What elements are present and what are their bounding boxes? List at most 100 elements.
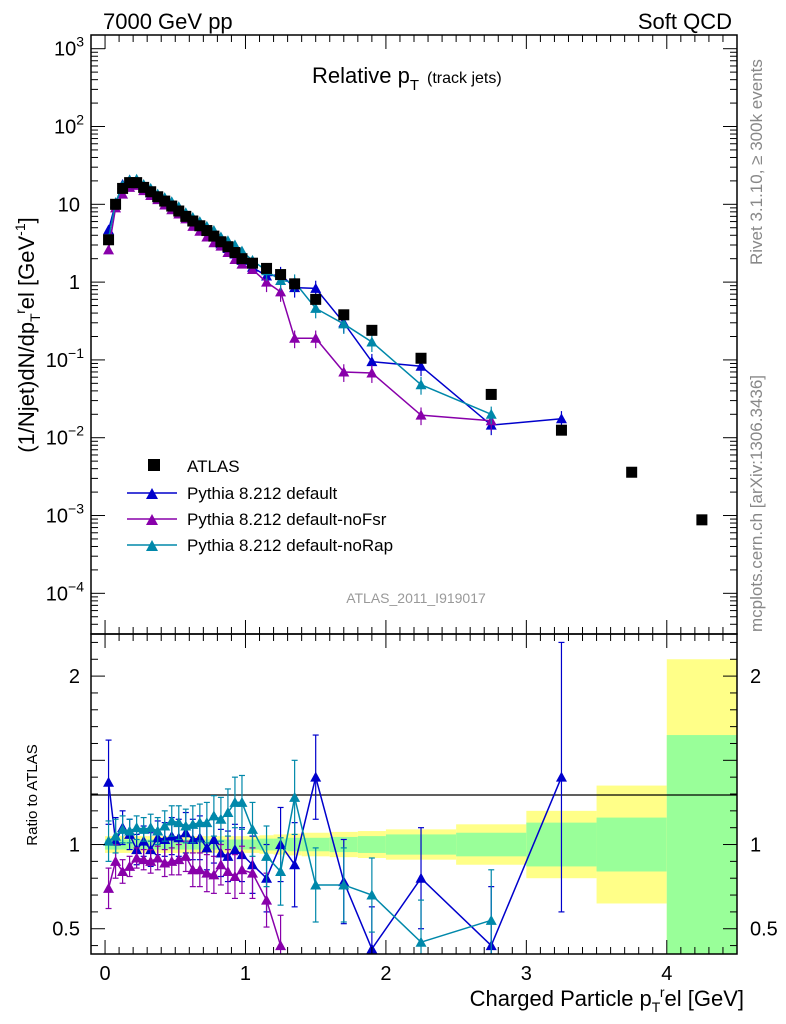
ratio-x-tick-label: 2	[380, 963, 391, 985]
ratio-y-tick-label: 0.5	[52, 919, 80, 941]
ratio-stat-band	[596, 817, 667, 872]
ratio-point-pythia-8-212-default-norap	[310, 879, 322, 890]
main-point-atlas	[366, 324, 378, 336]
ratio-point-pythia-8-212-default-nofsr	[131, 852, 143, 863]
ratio-stat-band	[217, 839, 232, 850]
main-plot-panel: 10−4 10−3 10−2 10−1 1 10 102 103 Relative pT (tr…	[12, 34, 738, 635]
main-point-pythia-8-212-default-norap	[415, 379, 427, 390]
ratio-point-pythia-8-212-default-nofsr	[222, 865, 234, 876]
main-point-pythia-8-212-default-nofsr	[289, 332, 301, 343]
legend-marker-atlas	[148, 459, 160, 471]
main-point-pythia-8-212-default-nofsr	[415, 409, 427, 420]
main-point-pythia-8-212-default-nofsr	[247, 264, 258, 275]
analysis-watermark: ATLAS_2011_I919017	[346, 590, 486, 606]
main-point-atlas	[555, 424, 567, 436]
ratio-point-pythia-8-212-default-nofsr	[103, 882, 115, 893]
legend-marker-default	[146, 488, 158, 499]
main-y-label: (1/Njet)dN/dpTrel [GeV-1]	[12, 217, 43, 453]
main-point-atlas	[289, 278, 301, 290]
main-point-pythia-8-212-default-norap	[338, 318, 350, 329]
main-point-atlas	[338, 309, 350, 321]
ratio-point-pythia-8-212-default-norap	[222, 807, 234, 818]
ratio-point-pythia-8-212-default-norap	[117, 823, 129, 834]
main-point-atlas	[208, 230, 220, 242]
ratio-point-pythia-8-212-default-nofsr	[110, 855, 122, 866]
ratio-point-pythia-8-212-default-norap	[103, 835, 115, 846]
ratio-point-pythia-8-212-default-norap	[247, 823, 258, 834]
main-point-atlas	[275, 269, 287, 281]
ratio-y-tick-label-right: 0.5	[750, 919, 778, 941]
mcplots-label: mcplots.cern.ch [arXiv:1306.3436]	[747, 375, 766, 632]
main-point-atlas	[222, 241, 234, 253]
ratio-line-pythia-8-212-default-norap	[108, 797, 492, 944]
ratio-point-pythia-8-212-default-nofsr	[117, 865, 129, 876]
ratio-stat-band	[301, 837, 330, 852]
main-point-atlas	[103, 234, 115, 246]
main-y-tick-label: 10−1	[46, 345, 84, 372]
ratio-point-pythia-8-212-default-norap	[173, 817, 185, 828]
main-point-atlas	[152, 191, 164, 203]
ratio-point-pythia-8-212-default-nofsr	[180, 850, 192, 861]
ratio-stat-band	[175, 839, 190, 850]
ratio-y-label: Ratio to ATLAS	[24, 744, 41, 845]
ratio-point-pythia-8-212-default-nofsr	[261, 894, 273, 905]
ratio-point-pythia-8-212-default-nofsr	[152, 852, 164, 863]
main-point-atlas	[159, 195, 171, 207]
main-point-atlas	[166, 200, 178, 212]
ratio-y-tick-label: 2	[69, 666, 80, 688]
main-point-pythia-8-212-default-norap	[310, 302, 322, 313]
ratio-point-pythia-8-212-default-nofsr	[208, 869, 220, 880]
legend-marker-nofsr	[146, 514, 158, 525]
ratio-data-layer	[103, 641, 567, 954]
legend-label-atlas: ATLAS	[187, 457, 240, 476]
main-point-atlas	[138, 181, 150, 193]
ratio-y-tick-label-right: 1	[750, 835, 761, 857]
legend-label-nofsr: Pythia 8.212 default-noFsr	[187, 510, 387, 529]
x-axis-label: Charged Particle pTrel [GeV]	[470, 984, 744, 1015]
ratio-point-pythia-8-212-default-norap	[166, 815, 178, 826]
ratio-point-pythia-8-212-default-nofsr	[247, 867, 258, 878]
main-point-atlas	[485, 388, 497, 400]
main-point-atlas	[696, 514, 708, 526]
ratio-point-pythia-8-212-default-norap	[124, 825, 136, 836]
ratio-point-pythia-8-212-default-norap	[145, 822, 157, 833]
ratio-point-pythia-8-212-default	[289, 859, 301, 870]
main-point-atlas	[415, 352, 427, 364]
main-point-pythia-8-212-default-norap	[485, 408, 497, 419]
main-point-pythia-8-212-default-nofsr	[366, 367, 378, 378]
ratio-point-pythia-8-212-default-norap	[485, 914, 497, 925]
ratio-point-pythia-8-212-default	[415, 872, 427, 883]
main-y-tick-label: 10−3	[46, 501, 84, 528]
main-point-atlas	[310, 293, 322, 305]
chart-title: Relative pT (track jets)	[312, 63, 502, 94]
ratio-stat-band	[231, 839, 246, 850]
ratio-stat-band	[357, 836, 386, 853]
legend-label-default: Pythia 8.212 default	[187, 484, 338, 503]
legend: ATLAS Pythia 8.212 default Pythia 8.212 …	[127, 457, 393, 555]
ratio-stat-band	[456, 832, 527, 857]
main-y-axis: 10−4 10−3 10−2 10−1 1 10 102 103	[46, 34, 737, 635]
ratio-point-pythia-8-212-default-norap	[159, 820, 171, 831]
main-point-pythia-8-212-default	[366, 356, 378, 367]
main-point-atlas	[124, 177, 136, 189]
ratio-point-pythia-8-212-default-nofsr	[194, 864, 206, 875]
main-point-atlas	[201, 225, 213, 237]
main-point-pythia-8-212-default-norap	[366, 336, 378, 347]
main-point-pythia-8-212-default	[310, 282, 322, 293]
ratio-point-pythia-8-212-default-norap	[275, 865, 287, 876]
ratio-point-pythia-8-212-default-norap	[366, 889, 378, 900]
main-point-pythia-8-212-default-nofsr	[103, 244, 115, 255]
ratio-point-pythia-8-212-default-norap	[338, 879, 350, 890]
main-point-pythia-8-212-default-nofsr	[338, 366, 350, 377]
ratio-point-pythia-8-212-default-nofsr	[215, 859, 227, 870]
main-x-ticks	[104, 35, 724, 634]
main-y-tick-label: 10−2	[46, 423, 84, 450]
ratio-point-pythia-8-212-default-nofsr	[201, 867, 213, 878]
main-point-atlas	[145, 186, 157, 198]
ratio-point-pythia-8-212-default-norap	[215, 813, 227, 824]
ratio-point-pythia-8-212-default	[229, 844, 241, 855]
ratio-x-tick-label: 3	[521, 963, 532, 985]
main-point-atlas	[173, 205, 185, 217]
main-point-atlas	[131, 177, 143, 189]
